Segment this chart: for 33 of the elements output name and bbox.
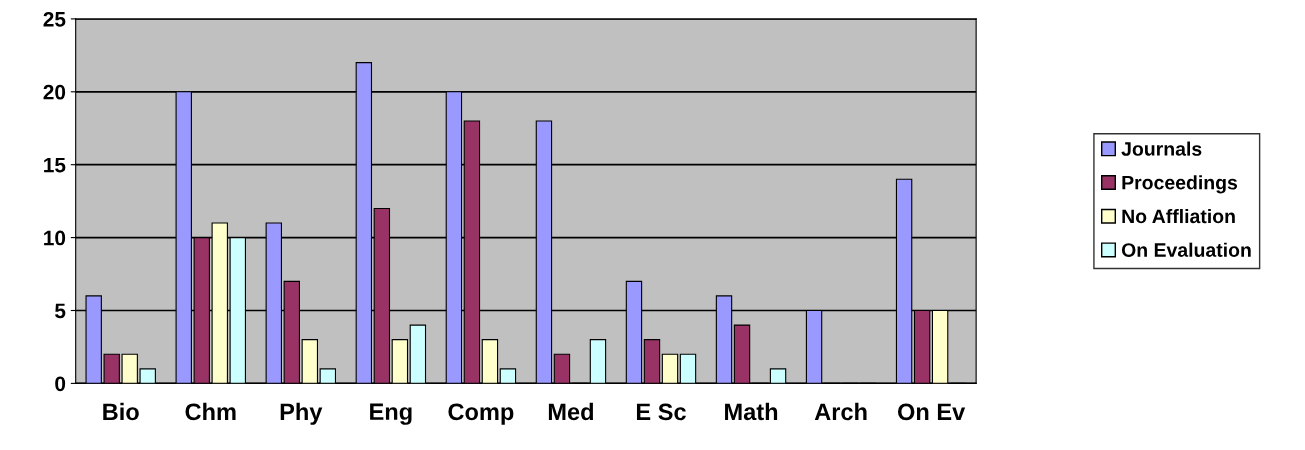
bar: [589, 339, 607, 384]
legend-label: No Affliation: [1122, 208, 1235, 224]
x-tick-label: Phy: [280, 402, 323, 425]
legend-label: Journals: [1121, 141, 1202, 156]
bar: [481, 339, 499, 384]
legend-label: Proceedings: [1122, 175, 1238, 194]
x-tick-label: E Sc: [636, 403, 686, 421]
x-tick-label: Med: [548, 402, 593, 421]
x-tick-label: On Ev: [897, 403, 966, 421]
y-tick-label: 20: [43, 84, 66, 100]
bar: [319, 368, 337, 384]
bar: [769, 368, 787, 384]
x-tick-label: Chm: [185, 402, 236, 421]
bar: [409, 324, 427, 384]
bar: [679, 353, 697, 384]
bar: [733, 324, 751, 384]
bar: [391, 339, 409, 384]
bar: [643, 339, 661, 384]
x-tick-label: Eng: [370, 403, 412, 425]
bar: [661, 353, 679, 384]
x-tick-label: Arch: [814, 402, 867, 421]
x-tick-label: Comp: [448, 403, 514, 425]
x-tick-label: Math: [725, 402, 778, 421]
y-tick-label: 0: [55, 376, 66, 392]
y-tick-label: 15: [44, 157, 66, 173]
bar: [499, 368, 517, 384]
y-tick-label: 5: [55, 303, 66, 319]
bar: [553, 353, 571, 384]
bar: [301, 339, 319, 384]
x-tick-label: Bio: [103, 402, 139, 421]
y-tick-label: 10: [44, 230, 66, 246]
y-tick-label: 25: [43, 11, 66, 27]
legend-label: On Evaluation: [1121, 242, 1251, 257]
